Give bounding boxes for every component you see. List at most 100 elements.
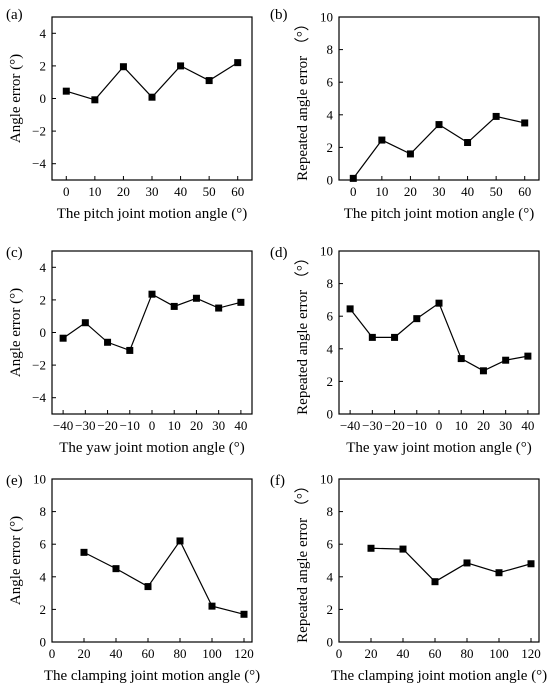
x-tick-label: 10: [168, 418, 181, 433]
x-tick-label: 40: [397, 646, 410, 661]
x-axis-title: The clamping joint motion angle (°): [44, 668, 260, 684]
y-tick-label: 4: [40, 260, 47, 275]
panel-label: (b): [270, 7, 288, 23]
data-point-marker: [81, 319, 89, 327]
y-tick-label: 6: [327, 537, 334, 552]
data-point-marker: [215, 304, 223, 312]
x-tick-label: 20: [190, 418, 203, 433]
data-point-marker: [399, 545, 407, 553]
x-tick-label: 100: [489, 646, 509, 661]
data-point-marker: [126, 346, 134, 354]
x-tick-label: 80: [461, 646, 474, 661]
x-tick-label: 20: [404, 184, 417, 199]
y-tick-label: −4: [32, 390, 46, 405]
y-axis-title: Repeated angle error （°）: [294, 478, 311, 643]
x-tick-label: 40: [174, 184, 187, 199]
data-point-marker: [406, 150, 414, 158]
x-tick-label: 40: [521, 418, 534, 433]
y-axis-title: Angle error (°): [8, 54, 24, 143]
y-tick-label: 4: [327, 341, 334, 356]
data-point-marker: [104, 338, 112, 346]
x-tick-label: −10: [407, 418, 427, 433]
x-axis-title: The clamping joint motion angle (°): [331, 668, 547, 684]
x-tick-label: 10: [88, 184, 101, 199]
x-tick-label: 50: [490, 184, 503, 199]
data-point-marker: [457, 355, 465, 363]
y-tick-label: 2: [327, 602, 334, 617]
data-point-marker: [80, 548, 88, 556]
series-line: [62, 293, 242, 352]
data-point-marker: [119, 63, 127, 71]
data-point-marker: [234, 59, 242, 67]
x-tick-label: 30: [433, 184, 446, 199]
x-tick-label: 20: [365, 646, 378, 661]
series-line: [83, 539, 245, 615]
y-tick-label: 4: [40, 569, 47, 584]
x-axis-title: The pitch joint motion angle (°): [57, 206, 248, 222]
data-point-marker: [59, 334, 67, 342]
chart-panel: (f) 0 20 40 60 80 100 120 0 2 4 6 8 10 The clamping jo…: [270, 472, 547, 685]
data-point-marker: [112, 565, 120, 573]
y-tick-label: 2: [40, 602, 47, 617]
panel-label: (d): [270, 245, 288, 261]
data-point-marker: [435, 121, 443, 129]
series-line: [370, 547, 532, 583]
x-tick-label: 0: [49, 646, 56, 661]
y-axis-title: Repeated angle error （°）: [294, 16, 311, 181]
data-point-marker: [463, 559, 471, 567]
x-tick-label: −40: [340, 418, 360, 433]
y-tick-label: 2: [327, 140, 334, 155]
x-tick-label: 60: [518, 184, 531, 199]
x-tick-label: 0: [350, 184, 357, 199]
x-tick-label: 30: [499, 418, 512, 433]
chart-panel: (d) −40 −30 −20 −10 0 10 20 30 40 0 2 4 6 8 10 The yaw j…: [270, 244, 540, 456]
y-tick-label: 0: [327, 407, 334, 422]
x-tick-label: 0: [336, 646, 343, 661]
y-tick-label: 4: [40, 26, 47, 41]
y-tick-label: 0: [40, 635, 47, 650]
x-axis-title: The yaw joint motion angle (°): [346, 440, 532, 456]
data-point-marker: [349, 174, 357, 182]
y-axis-title: Angle error (°): [8, 288, 24, 377]
series-line: [349, 302, 528, 372]
x-tick-label: 20: [117, 184, 130, 199]
x-tick-label: 60: [231, 184, 244, 199]
y-axis-title: Angle error (°): [8, 516, 24, 605]
x-tick-label: 30: [146, 184, 159, 199]
y-tick-label: 2: [40, 58, 47, 73]
y-tick-label: 0: [327, 635, 334, 650]
y-tick-label: 2: [327, 374, 334, 389]
data-point-marker: [176, 537, 184, 545]
data-point-marker: [237, 298, 245, 306]
x-tick-label: 100: [202, 646, 222, 661]
chart-panel: (e) 0 20 40 60 80 100 120 0 2 4 6 8 10 The clamping jo…: [6, 472, 260, 685]
y-tick-label: −4: [32, 156, 46, 171]
data-point-marker: [192, 294, 200, 302]
panel-label: (a): [6, 7, 23, 23]
y-tick-label: 6: [327, 309, 334, 324]
data-point-marker: [205, 77, 213, 85]
x-tick-label: −30: [75, 418, 95, 433]
y-tick-label: 6: [40, 537, 47, 552]
y-tick-label: 6: [327, 75, 334, 90]
data-point-marker: [368, 333, 376, 341]
y-tick-label: −2: [32, 124, 46, 139]
data-point-marker: [144, 583, 152, 591]
y-tick-label: 0: [40, 91, 47, 106]
data-point-marker: [62, 87, 70, 95]
data-point-marker: [208, 602, 216, 610]
data-point-marker: [148, 93, 156, 101]
y-tick-label: 8: [327, 504, 334, 519]
data-point-marker: [240, 610, 248, 618]
data-point-marker: [527, 560, 535, 568]
panel-label: (f): [270, 473, 285, 489]
y-tick-label: 8: [327, 42, 334, 57]
y-tick-label: 0: [40, 325, 47, 340]
data-point-marker: [502, 356, 510, 364]
data-point-marker: [177, 62, 185, 70]
x-tick-label: −20: [97, 418, 117, 433]
x-tick-label: 60: [142, 646, 155, 661]
chart-panel: (b) 0 10 20 30 40 50 60 0 2 4 6 8 10 The pitch joint m…: [270, 7, 540, 222]
y-tick-label: 4: [327, 107, 334, 122]
